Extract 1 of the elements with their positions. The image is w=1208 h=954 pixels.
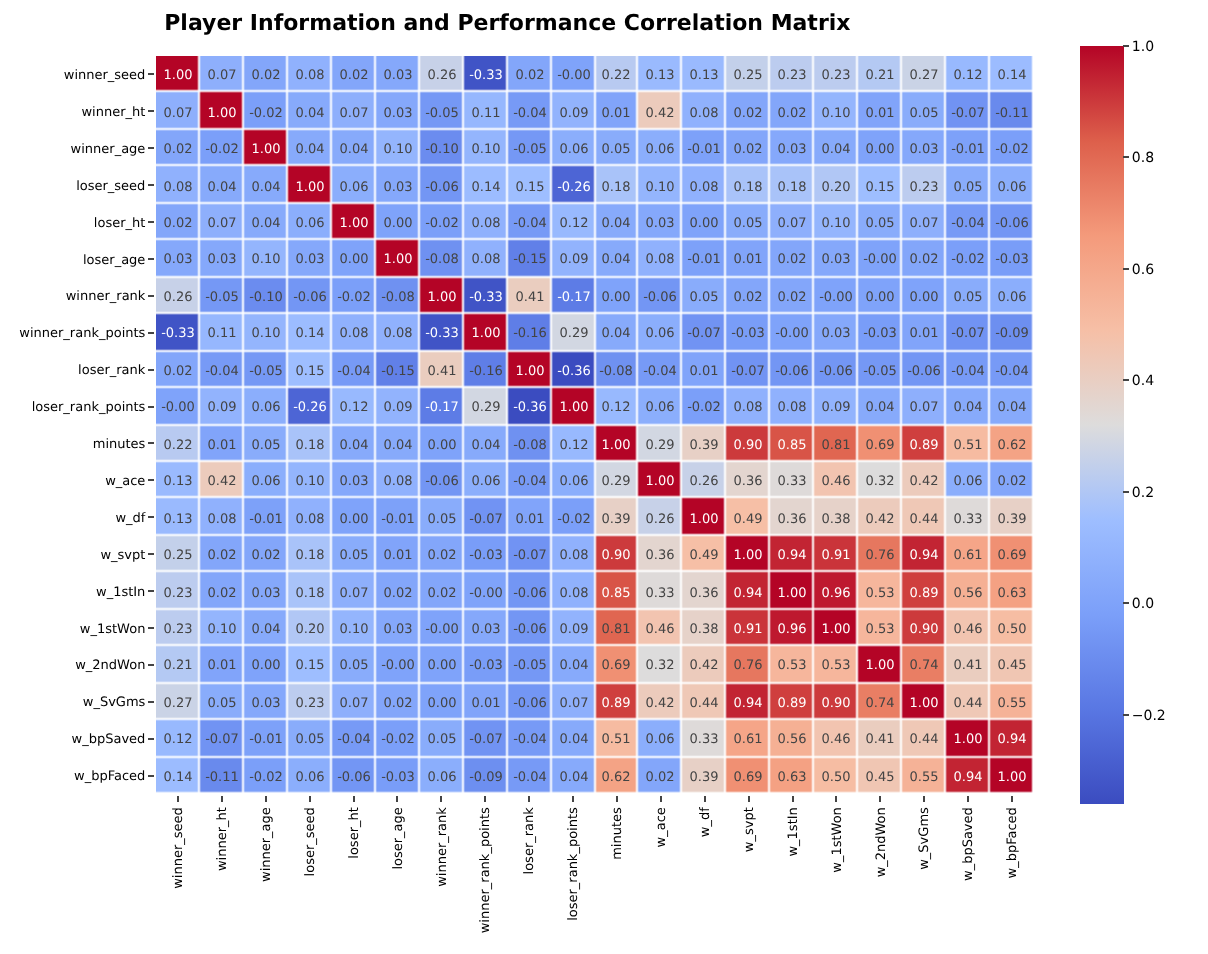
chart-title: Player Information and Performance Correlation Matrix <box>164 9 851 36</box>
